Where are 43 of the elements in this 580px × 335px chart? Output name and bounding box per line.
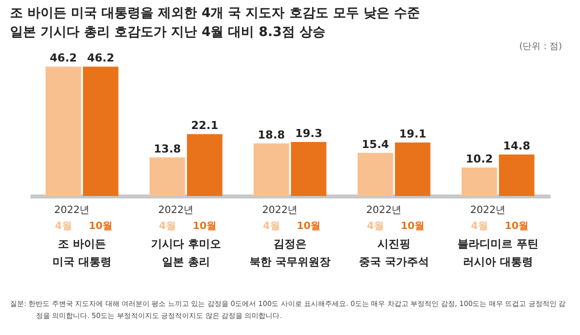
bar <box>290 142 326 196</box>
text: 10월 <box>88 221 113 232</box>
text: 2022년 <box>262 205 298 216</box>
text: 10월 <box>400 221 425 232</box>
bar <box>254 143 290 196</box>
x-tick-label: 조 바이든 미국 대통령 <box>52 238 112 268</box>
text: 10월 <box>296 221 321 232</box>
bar <box>498 154 534 196</box>
data-label: 15.4 <box>362 138 390 151</box>
data-label: 19.3 <box>295 126 322 140</box>
bar <box>358 152 394 196</box>
text: 4월 <box>366 221 384 232</box>
bar <box>46 66 82 196</box>
text: 2022년 <box>470 205 506 216</box>
data-label: 22.1 <box>191 119 218 132</box>
text: 4월 <box>262 221 280 232</box>
text: 2022년 <box>366 205 402 216</box>
data-label: 14.8 <box>503 140 530 153</box>
bar <box>82 66 118 196</box>
x-tick-label: 시진핑 중국 국가주석 <box>359 238 429 268</box>
x-tick-label: 블라디미르 푸틴 러시아 대통령 <box>458 238 538 268</box>
text: 4월 <box>470 221 488 232</box>
text: 4월 <box>54 221 72 232</box>
bar <box>150 157 186 196</box>
x-tick-label: 김정은 북한 국무위원장 <box>250 238 330 268</box>
text: (단위 : 점) <box>519 41 562 53</box>
data-label: 19.1 <box>399 128 426 141</box>
data-label: 18.8 <box>258 128 285 142</box>
text: 4월 <box>158 221 176 232</box>
data-label: 10.2 <box>466 152 493 166</box>
data-label: 13.8 <box>154 142 181 156</box>
data-label: 46.2 <box>50 52 77 65</box>
bar <box>186 134 222 196</box>
text: 2022년 <box>158 205 194 216</box>
chart-subtitle: 일본 기시다 총리 호감도가 지난 4월 대비 8.3점 상승 <box>10 24 326 42</box>
x-tick-label: 기시다 후미오 일본 총리 <box>151 238 221 268</box>
text: 10월 <box>504 221 529 232</box>
chart-title: 조 바이든 미국 대통령을 제외한 4개 국 지도자 호감도 모두 낮은 수준 <box>10 5 420 23</box>
legend-title: 2022년 <box>54 205 90 216</box>
data-label: 46.2 <box>87 52 114 65</box>
bar <box>394 142 430 196</box>
bar <box>462 167 498 196</box>
text: 10월 <box>192 221 217 232</box>
